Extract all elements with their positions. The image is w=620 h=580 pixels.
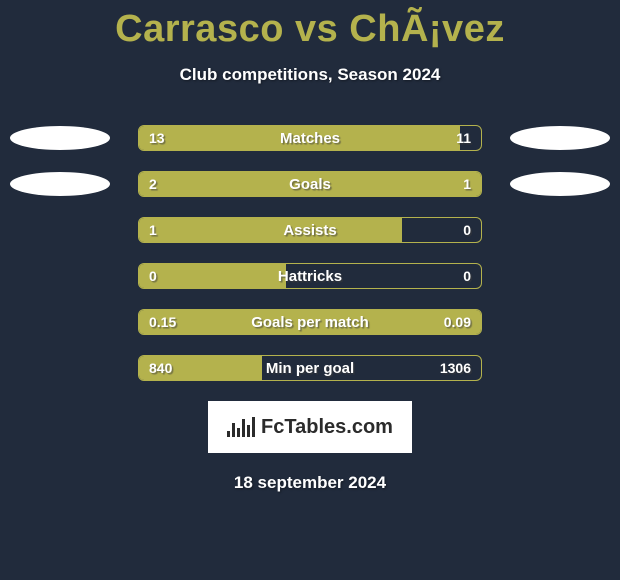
stat-value-right: 1 (463, 172, 471, 196)
logo: FcTables.com (227, 416, 393, 439)
stat-bar: 0Hattricks0 (138, 263, 482, 289)
player-ellipse-right (510, 172, 610, 196)
stat-bar: 0.15Goals per match0.09 (138, 309, 482, 335)
stat-label: Assists (139, 218, 481, 242)
stat-label: Goals per match (139, 310, 481, 334)
stat-bar: 2Goals1 (138, 171, 482, 197)
stat-label: Goals (139, 172, 481, 196)
stat-value-right: 0 (463, 218, 471, 242)
logo-box: FcTables.com (208, 401, 412, 453)
stat-row: 2Goals1 (0, 171, 620, 197)
stat-value-right: 11 (456, 126, 471, 150)
stat-bar: 1Assists0 (138, 217, 482, 243)
subtitle: Club competitions, Season 2024 (0, 65, 620, 85)
stat-value-right: 1306 (440, 356, 471, 380)
stat-bar: 840Min per goal1306 (138, 355, 482, 381)
stat-bar: 13Matches11 (138, 125, 482, 151)
stat-row: 13Matches11 (0, 125, 620, 151)
player-ellipse-left (10, 172, 110, 196)
player-ellipse-left (10, 126, 110, 150)
logo-text: FcTables.com (261, 416, 393, 439)
stat-value-right: 0 (463, 264, 471, 288)
stat-row: 0.15Goals per match0.09 (0, 309, 620, 335)
stat-row: 0Hattricks0 (0, 263, 620, 289)
stat-row: 840Min per goal1306 (0, 355, 620, 381)
page-title: Carrasco vs ChÃ¡vez (0, 0, 620, 51)
stat-label: Min per goal (139, 356, 481, 380)
player-ellipse-right (510, 126, 610, 150)
stat-label: Matches (139, 126, 481, 150)
date-label: 18 september 2024 (0, 473, 620, 493)
stat-row: 1Assists0 (0, 217, 620, 243)
chart-icon (227, 417, 255, 437)
stat-value-right: 0.09 (444, 310, 471, 334)
stats-container: 13Matches112Goals11Assists00Hattricks00.… (0, 125, 620, 381)
stat-label: Hattricks (139, 264, 481, 288)
